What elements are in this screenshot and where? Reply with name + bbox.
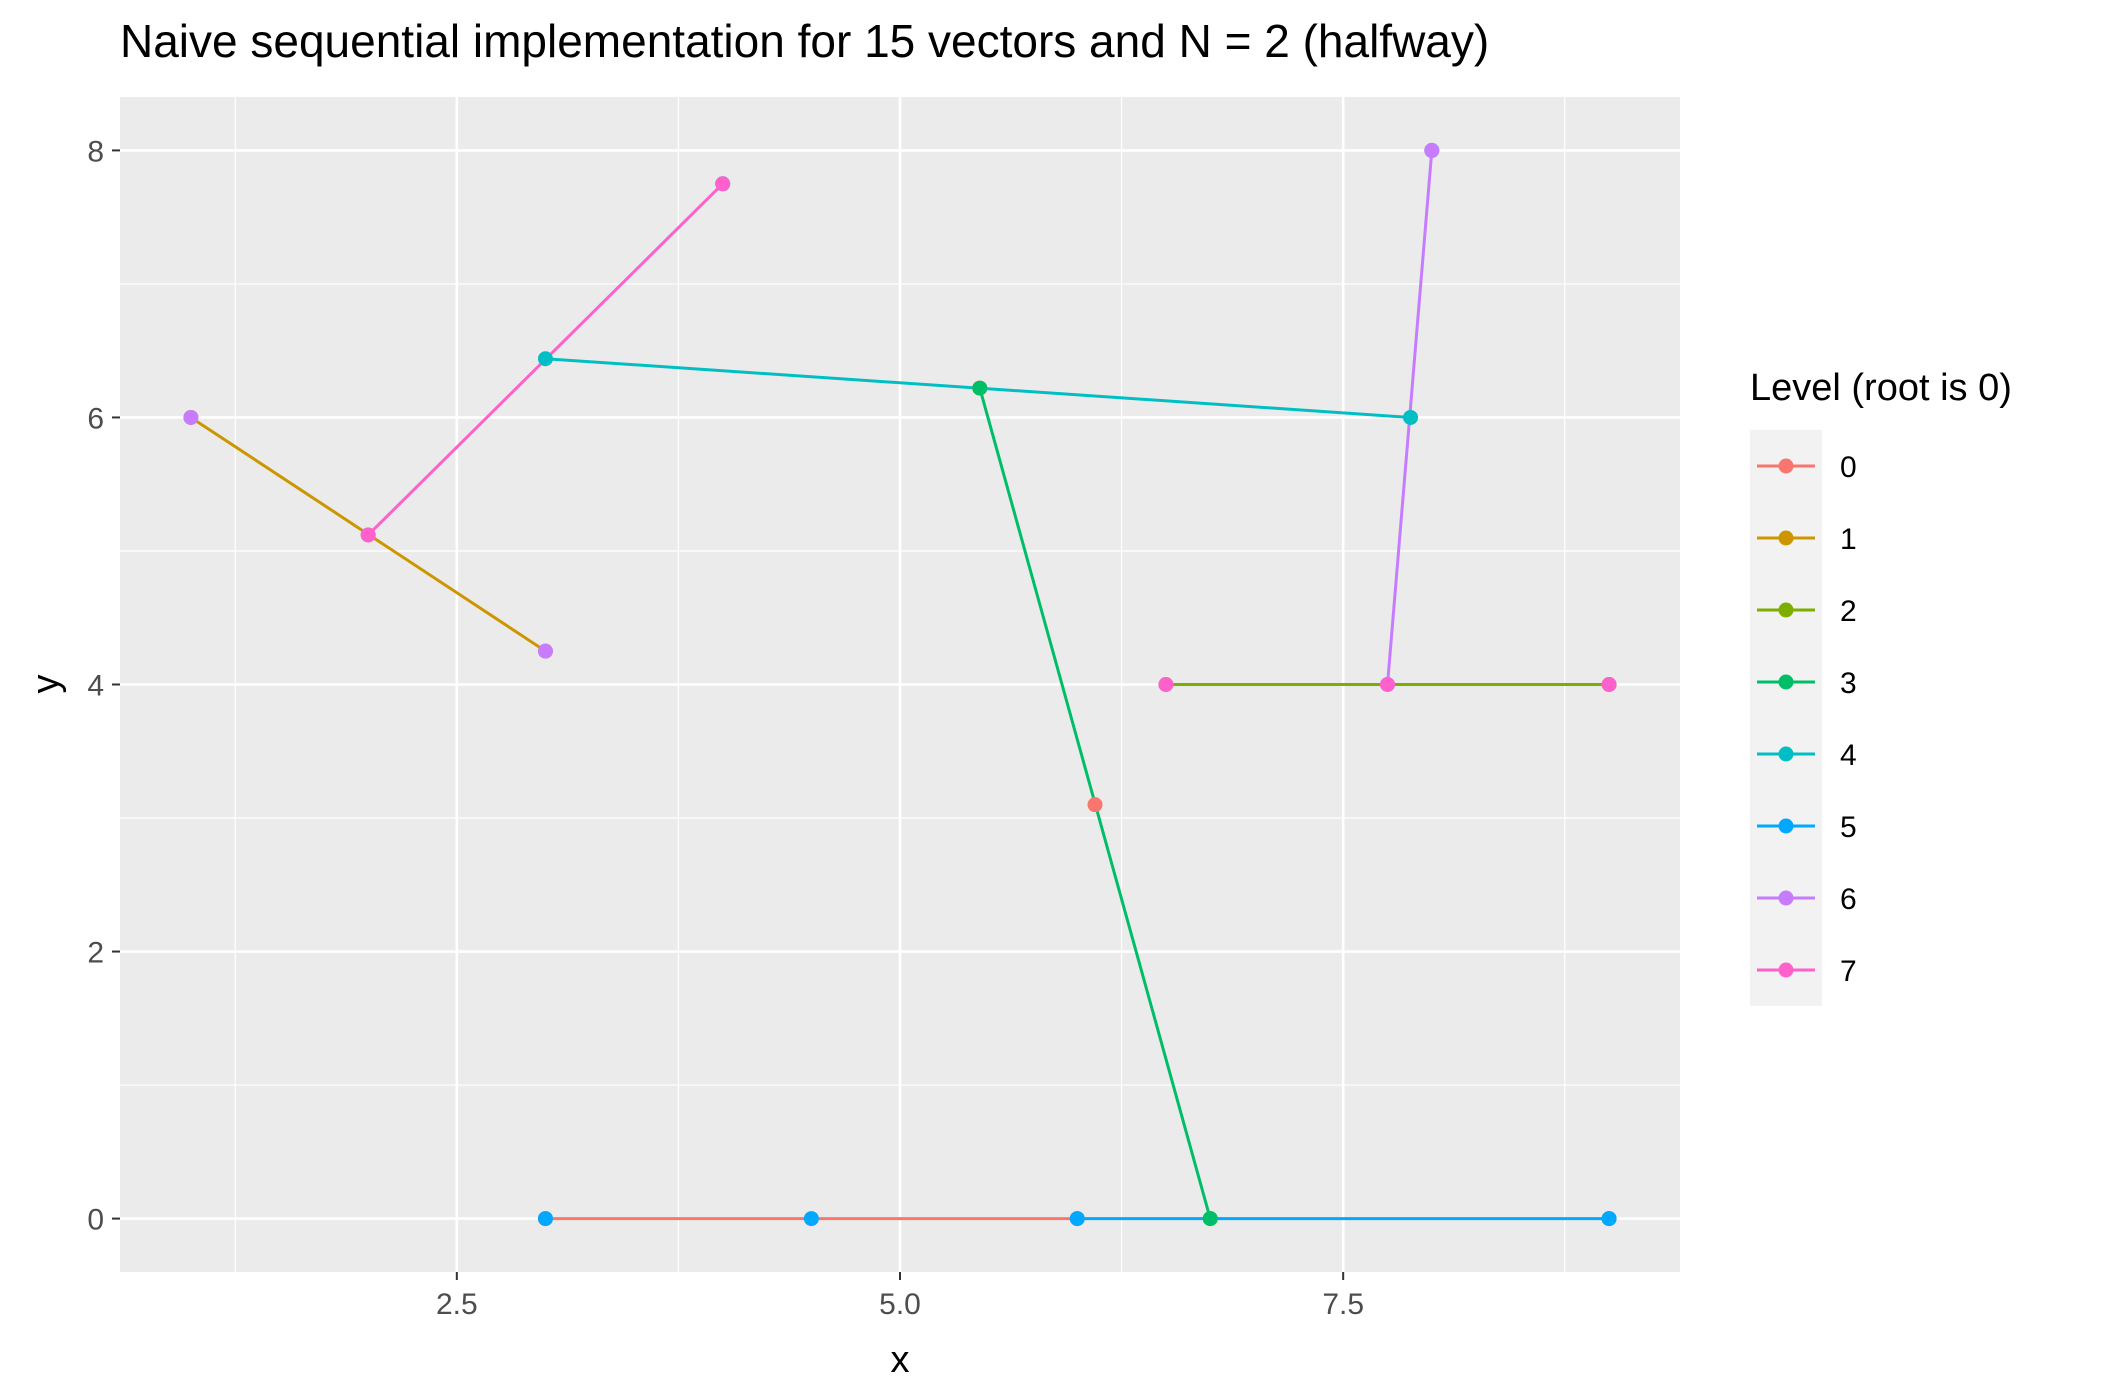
legend-item-0: 0: [1757, 451, 1857, 484]
series-point-7: [1380, 677, 1395, 692]
legend-item-4: 4: [1757, 739, 1857, 772]
legend-label: 7: [1840, 955, 1857, 988]
legend-label: 4: [1840, 739, 1857, 772]
legend-key-point: [1778, 746, 1794, 762]
y-tick-label: 4: [87, 670, 104, 703]
series-point-7: [715, 176, 731, 192]
legend-label: 2: [1840, 595, 1857, 628]
legend-label: 6: [1840, 883, 1857, 916]
legend-key-point: [1778, 818, 1794, 834]
legend-title: Level (root is 0): [1750, 367, 2012, 409]
series-point-6: [183, 409, 199, 425]
series-point-4: [1403, 409, 1419, 425]
legend-key-point: [1778, 674, 1794, 690]
y-tick-label: 0: [87, 1204, 104, 1237]
legend-item-1: 1: [1757, 523, 1857, 556]
legend-item-5: 5: [1757, 811, 1857, 844]
series-point-7: [360, 527, 376, 543]
series-point-0: [1087, 797, 1103, 813]
y-axis: 0 2 4 6 8: [87, 135, 120, 1237]
legend-item-2: 2: [1757, 595, 1857, 628]
series-point-5: [537, 1211, 553, 1227]
x-tick-label: 7.5: [1322, 1288, 1364, 1321]
y-tick-label: 2: [87, 937, 104, 970]
legend-label: 5: [1840, 811, 1857, 844]
legend-item-3: 3: [1757, 667, 1857, 700]
legend-key-point: [1778, 890, 1794, 906]
series-point-6: [537, 643, 553, 659]
series-point-4: [537, 351, 553, 367]
series-point-7: [1158, 677, 1174, 692]
legend-key-point: [1778, 962, 1794, 978]
y-tick-label: 8: [87, 135, 104, 168]
chart-title: Naive sequential implementation for 15 v…: [120, 15, 1490, 67]
y-axis-title: y: [25, 675, 67, 694]
legend-key-point: [1778, 458, 1794, 474]
legend-label: 1: [1840, 523, 1857, 556]
series-point-6: [1424, 142, 1440, 158]
legend-label: 3: [1840, 667, 1857, 700]
legend-key-background: [1750, 430, 1822, 1006]
legend-key-point: [1778, 602, 1794, 618]
legend-item-7: 7: [1757, 955, 1857, 988]
series-point-5: [803, 1211, 819, 1227]
x-axis-title: x: [891, 1339, 910, 1381]
y-tick-label: 6: [87, 402, 104, 435]
x-tick-label: 5.0: [879, 1288, 921, 1321]
legend-item-6: 6: [1757, 883, 1857, 916]
legend-entries: 0 1 2 3 4 5 6 7: [1757, 451, 1857, 988]
series-point-3: [972, 380, 988, 396]
legend-key-point: [1778, 530, 1794, 546]
legend: Level (root is 0) 0 1 2 3 4 5 6 7: [1750, 367, 2012, 1006]
x-axis: 2.5 5.0 7.5: [436, 1272, 1364, 1321]
series-points: [183, 142, 1617, 1227]
series-point-7: [1601, 677, 1617, 692]
series-point-3: [1202, 1211, 1218, 1227]
legend-label: 0: [1840, 451, 1857, 484]
series-point-5: [1601, 1211, 1617, 1227]
x-tick-label: 2.5: [436, 1288, 478, 1321]
series-point-5: [1069, 1211, 1085, 1227]
